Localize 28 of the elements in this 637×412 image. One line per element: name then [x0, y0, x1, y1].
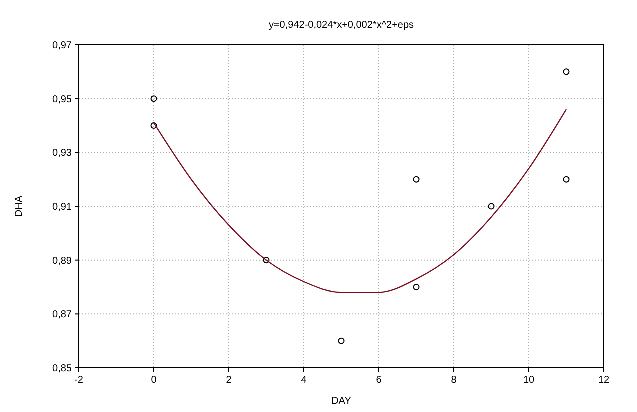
- point: [413, 176, 420, 183]
- x-tick-label: 8: [451, 375, 458, 386]
- y-tick-label: 0,93: [52, 148, 72, 160]
- y-tick-label: 0,85: [52, 364, 72, 374]
- point: [413, 284, 420, 291]
- x-axis-title: DAY: [332, 396, 352, 407]
- y-tick-label: 0,91: [52, 202, 72, 213]
- point: [563, 176, 570, 183]
- point: [338, 338, 345, 344]
- x-tick-label: 2: [226, 375, 232, 386]
- chart-title: y=0,942-0,024*x+0,002*x^2+eps: [268, 20, 414, 31]
- point: [488, 203, 495, 210]
- point: [563, 68, 570, 76]
- x-tick-label: 12: [598, 375, 610, 386]
- y-tick-label: 0,89: [52, 256, 72, 267]
- line-series: [153, 109, 568, 294]
- y-axis-title: DHA: [14, 196, 25, 218]
- x-tick-label: 6: [376, 375, 382, 386]
- x-tick-label: 0: [151, 375, 158, 386]
- y-tick-label: 0,87: [52, 310, 72, 321]
- x-tick-label: 4: [301, 375, 308, 386]
- point: [150, 96, 158, 102]
- point: [263, 257, 270, 264]
- x-tick-label: 10: [523, 375, 535, 386]
- point: [150, 122, 158, 130]
- x-tick-label: -2: [74, 375, 84, 386]
- y-tick-label: 0,97: [52, 40, 72, 52]
- y-tick-label: 0,95: [52, 94, 72, 106]
